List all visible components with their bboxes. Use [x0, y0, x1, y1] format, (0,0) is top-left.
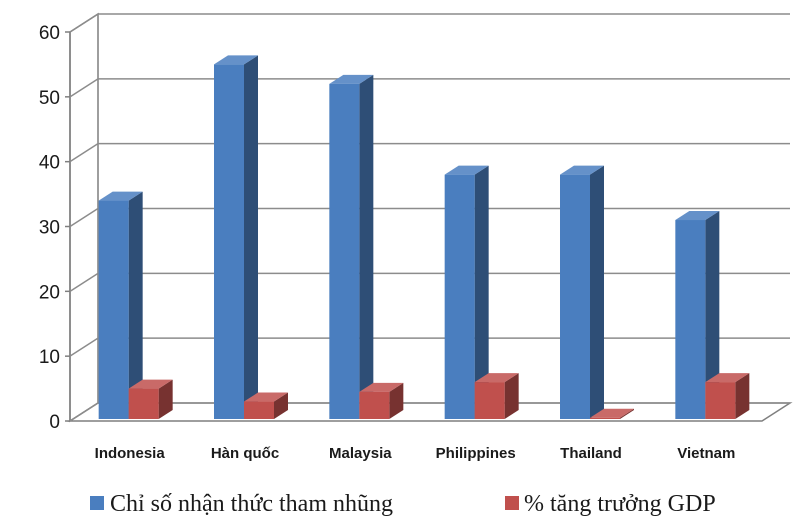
bar-top [560, 165, 604, 175]
gridline [69, 207, 790, 228]
bar-top [128, 379, 173, 389]
bar-side [504, 373, 519, 419]
bar-front [244, 401, 274, 419]
bar-1-2 [329, 74, 374, 419]
bar-2-0 [128, 379, 173, 419]
x-tick-label: Indonesia [95, 445, 166, 462]
bar-front [590, 417, 620, 419]
y-tick-label: 50 [39, 88, 60, 109]
legend-swatch-series-2 [505, 496, 519, 510]
y-tick-label: 10 [39, 347, 60, 368]
bar-front [675, 220, 706, 419]
gridline [69, 78, 790, 98]
y-tick-label: 60 [39, 23, 60, 44]
bar-top [329, 74, 374, 84]
y-axis-ticks: 0 10 20 30 40 50 60 [39, 23, 70, 433]
y-tick-label: 0 [49, 412, 60, 433]
bar-1-4 [560, 165, 604, 419]
bar-top [705, 373, 750, 383]
bar-1-3 [444, 165, 489, 419]
y-tick-label: 20 [39, 282, 60, 303]
y-tick-label: 30 [39, 218, 60, 239]
gridline [69, 402, 790, 422]
bar-2-3 [474, 373, 519, 419]
x-tick-label: Hàn quốc [211, 445, 279, 462]
bar-front [98, 200, 129, 419]
bar-top [214, 55, 258, 65]
bar-2-1 [244, 392, 288, 419]
x-axis-labels: Indonesia Hàn quốc Malaysia Philippines Thai… [95, 445, 736, 462]
bar-1-0 [98, 191, 143, 419]
bar-2-2 [359, 382, 404, 419]
bar-front [474, 382, 505, 419]
legend-label-series-1: Chỉ số nhận thức tham nhũng [110, 491, 393, 517]
gridline [69, 142, 790, 163]
bar-side [359, 74, 374, 419]
legend-label-series-2: % tăng trưởng GDP [524, 491, 716, 517]
legend: Chỉ số nhận thức tham nhũng % tăng trưởn… [90, 491, 716, 517]
bar-top [474, 373, 519, 383]
x-tick-label: Thailand [560, 445, 622, 462]
bar-top [98, 191, 143, 201]
bar-side [474, 165, 489, 419]
legend-swatch-series-1 [90, 496, 104, 510]
gridline [69, 272, 790, 292]
bar-front [444, 174, 475, 419]
bar-side [705, 211, 720, 419]
bar-side [274, 392, 288, 419]
bar-1-1 [214, 55, 258, 420]
bar-2-5 [705, 373, 750, 419]
bar-side [128, 191, 143, 419]
bar-top [590, 408, 634, 418]
x-tick-label: Vietnam [677, 445, 735, 462]
bar-side [244, 55, 258, 420]
gridline [69, 337, 790, 357]
bar-side [158, 379, 173, 419]
bar-side [735, 373, 750, 419]
bar-front [128, 388, 159, 419]
bar-1-5 [675, 211, 720, 419]
bar-front [329, 83, 360, 419]
bar-front [705, 382, 736, 419]
bar-top [359, 382, 404, 392]
bar-side [389, 382, 404, 419]
bar-front [214, 64, 244, 420]
bar-side [620, 408, 634, 419]
gridlines [69, 13, 790, 422]
x-tick-label: Malaysia [329, 445, 392, 462]
bar-top [244, 392, 288, 402]
bar-side [590, 165, 604, 419]
bar-front [560, 174, 590, 419]
bars [98, 55, 750, 420]
x-tick-label: Philippines [436, 445, 516, 462]
gridline [69, 13, 790, 33]
bar-2-4 [590, 408, 634, 419]
bar-top [675, 211, 720, 221]
y-tick-label: 40 [39, 153, 60, 174]
bar-front [359, 391, 390, 419]
bar-top [444, 165, 489, 175]
